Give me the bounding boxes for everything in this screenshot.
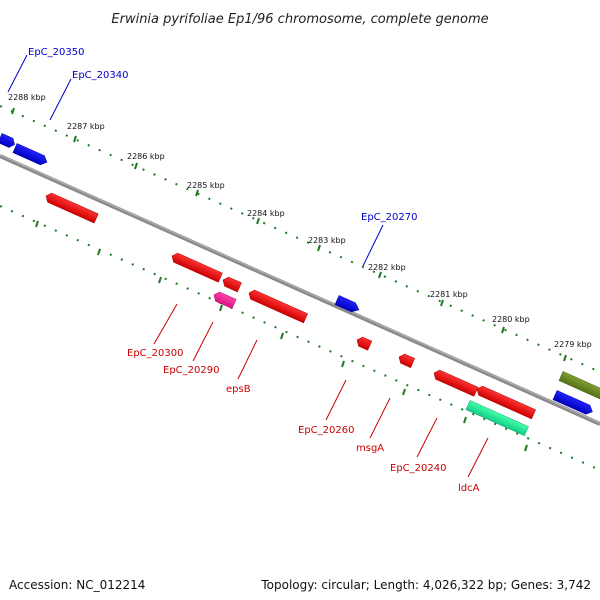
label-epc-20300[interactable]: EpC_20300 (127, 348, 183, 359)
tick-label-2279: 2279 kbp (554, 340, 592, 349)
reverse-strand-genes (44, 191, 536, 437)
gene-red-right[interactable] (475, 384, 536, 420)
reverse-label-connectors (153, 303, 489, 478)
gene-red-small[interactable] (221, 275, 242, 293)
backbone (0, 154, 600, 426)
backbone-highlight (0, 154, 600, 424)
outer-tick-ring (0, 105, 600, 373)
gene-epc-20290[interactable] (212, 290, 237, 309)
tick-label-2280: 2280 kbp (492, 315, 530, 324)
tick-label-2285: 2285 kbp (187, 181, 225, 190)
tick-label-2281: 2281 kbp (430, 290, 468, 299)
gene-epsb[interactable] (247, 288, 308, 324)
tick-label-2287: 2287 kbp (67, 122, 105, 131)
gene-epc-20340[interactable] (12, 143, 49, 166)
gene-msga[interactable] (397, 352, 416, 369)
label-epc-20290[interactable]: EpC_20290 (163, 365, 219, 376)
gene-ldca[interactable] (465, 400, 529, 437)
gene-epc-20270[interactable] (334, 295, 361, 314)
tick-label-2284: 2284 kbp (247, 209, 285, 218)
gene-blue-right[interactable] (552, 390, 595, 416)
tick-label-2283: 2283 kbp (308, 236, 346, 245)
label-epc-20350[interactable]: EpC_20350 (28, 47, 84, 58)
label-epc-20260[interactable]: EpC_20260 (298, 425, 354, 436)
label-epc-20270[interactable]: EpC_20270 (361, 212, 417, 223)
label-msga[interactable]: msgA (356, 443, 384, 454)
genome-summary-text: Topology: circular; Length: 4,026,322 bp… (261, 578, 591, 592)
gene-epc-20260[interactable] (355, 335, 373, 351)
major-ticks (11, 107, 567, 362)
label-ldca[interactable]: ldcA (458, 483, 480, 494)
tick-label-2288: 2288 kbp (8, 93, 46, 102)
forward-strand-genes (0, 133, 600, 416)
gene-red-1[interactable] (44, 191, 99, 224)
inner-major-ticks (35, 220, 528, 452)
gene-olive-right[interactable] (558, 371, 600, 402)
label-epc-20240[interactable]: EpC_20240 (390, 463, 446, 474)
gene-epc-20300[interactable] (170, 251, 223, 283)
tick-label-2282: 2282 kbp (368, 263, 406, 272)
gene-epc-20240[interactable] (432, 368, 479, 397)
label-epsb[interactable]: epsB (226, 384, 251, 395)
tick-label-2286: 2286 kbp (127, 152, 165, 161)
label-epc-20340[interactable]: EpC_20340 (72, 70, 128, 81)
forward-label-connectors (7, 54, 384, 267)
accession-text: Accession: NC_012214 (9, 578, 146, 592)
map-title: Erwinia pyrifoliae Ep1/96 chromosome, co… (111, 12, 488, 27)
gene-epc-20350[interactable] (0, 133, 17, 149)
